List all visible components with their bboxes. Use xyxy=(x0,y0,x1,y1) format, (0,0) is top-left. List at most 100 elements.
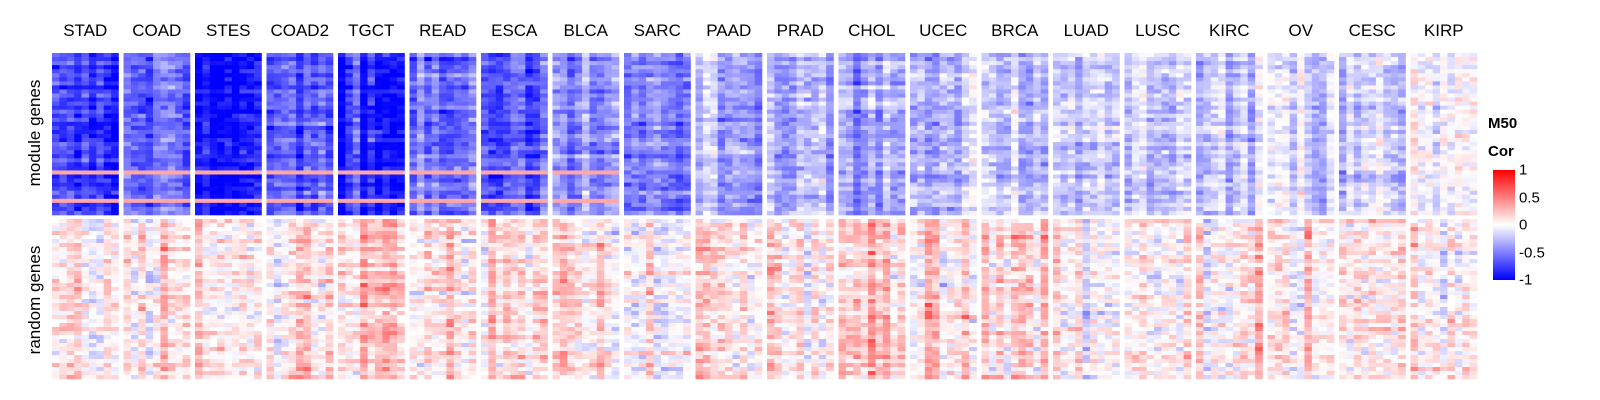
heatmap-cell xyxy=(266,247,275,252)
heatmap-cell xyxy=(111,125,119,131)
heatmap-cell xyxy=(488,263,497,268)
heatmap-cell xyxy=(153,367,161,372)
heatmap-cell xyxy=(532,303,541,308)
heatmap-cell xyxy=(360,109,368,115)
heatmap-cell xyxy=(254,178,262,183)
heatmap-cell xyxy=(303,263,312,268)
heatmap-cell xyxy=(281,303,289,308)
heatmap-cell xyxy=(510,291,519,296)
heatmap-cell xyxy=(503,81,511,86)
heatmap-cell xyxy=(325,73,334,78)
heatmap-cell xyxy=(510,283,519,288)
heatmap-cell xyxy=(175,315,183,320)
heatmap-cell xyxy=(431,89,440,94)
heatmap-cell xyxy=(424,105,432,110)
heatmap-cell xyxy=(175,339,183,344)
heatmap-cell xyxy=(138,283,146,288)
heatmap-cell xyxy=(360,351,368,356)
heatmap-cell xyxy=(103,198,112,204)
heatmap-cell xyxy=(495,178,504,183)
heatmap-cell xyxy=(281,243,289,248)
heatmap-cell xyxy=(175,101,183,106)
heatmap-cell xyxy=(153,291,161,296)
heatmap-cell xyxy=(111,154,119,159)
heatmap-cell xyxy=(510,271,519,276)
heatmap-cell xyxy=(360,154,368,159)
heatmap-cell xyxy=(409,283,418,288)
heatmap-cell xyxy=(182,355,191,360)
heatmap-cell xyxy=(209,93,218,98)
heatmap-cell xyxy=(446,275,455,280)
heatmap-cell xyxy=(461,355,469,360)
heatmap-cell xyxy=(352,89,361,94)
heatmap-cell xyxy=(288,331,297,336)
heatmap-cell xyxy=(202,263,211,268)
heatmap-cell xyxy=(288,243,297,248)
heatmap-cell xyxy=(52,121,60,127)
heatmap-cell xyxy=(246,81,255,86)
heatmap-cell xyxy=(532,158,541,163)
heatmap-cell xyxy=(503,255,511,260)
heatmap-cell xyxy=(254,85,262,90)
heatmap-cell xyxy=(111,174,119,179)
heatmap-cell xyxy=(74,138,82,143)
heatmap-cell xyxy=(145,166,154,171)
heatmap-cell xyxy=(52,371,60,376)
heatmap-cell xyxy=(374,198,383,204)
heatmap-cell xyxy=(231,219,240,224)
heatmap-cell xyxy=(81,303,90,308)
heatmap-cell xyxy=(202,219,211,224)
heatmap-cell xyxy=(310,327,319,332)
heatmap-cell xyxy=(374,138,383,143)
heatmap-cell xyxy=(138,206,146,212)
heatmap-cell xyxy=(468,93,477,98)
heatmap-cell xyxy=(103,299,112,304)
heatmap-cell xyxy=(540,97,548,102)
heatmap-cell xyxy=(389,73,398,78)
heatmap-cell xyxy=(246,355,255,360)
heatmap-cell xyxy=(209,125,218,131)
heatmap-cell xyxy=(303,186,312,191)
heatmap-cell xyxy=(360,271,368,276)
heatmap-cell xyxy=(525,138,534,143)
heatmap-cell xyxy=(453,142,462,147)
heatmap-cell xyxy=(281,170,289,175)
heatmap-cell xyxy=(288,323,297,328)
heatmap-cell xyxy=(273,339,282,344)
heatmap-cell xyxy=(224,198,233,204)
heatmap-cell xyxy=(209,150,218,155)
heatmap-cell xyxy=(66,109,75,115)
heatmap-cell xyxy=(397,142,405,147)
heatmap-cell xyxy=(281,355,289,360)
heatmap-cell xyxy=(360,319,368,324)
heatmap-cell xyxy=(303,327,312,332)
heatmap-cell xyxy=(352,178,361,183)
heatmap-cell xyxy=(130,146,139,151)
heatmap-cell xyxy=(209,327,218,332)
heatmap-cell xyxy=(510,138,519,143)
heatmap-cell xyxy=(367,170,376,175)
heatmap-cell xyxy=(495,287,504,292)
heatmap-cell xyxy=(145,247,154,252)
heatmap-cell xyxy=(382,202,391,208)
heatmap-cell xyxy=(367,231,376,236)
heatmap-cell xyxy=(273,125,282,131)
heatmap-cell xyxy=(138,93,146,98)
heatmap-cell xyxy=(303,158,312,163)
heatmap-cell xyxy=(439,117,447,123)
heatmap-cell xyxy=(389,283,398,288)
heatmap-cell xyxy=(81,101,90,106)
heatmap-cell xyxy=(382,198,391,204)
heatmap-cell xyxy=(382,53,391,58)
heatmap-cell xyxy=(338,355,346,360)
heatmap-cell xyxy=(88,335,97,340)
heatmap-cell xyxy=(246,121,255,127)
heatmap-cell xyxy=(88,243,97,248)
heatmap-cell xyxy=(103,206,112,212)
heatmap-cell xyxy=(318,355,326,360)
heatmap-cell xyxy=(461,283,469,288)
heatmap-cell xyxy=(345,77,354,82)
heatmap-cell xyxy=(303,347,312,352)
heatmap-cell xyxy=(431,299,440,304)
heatmap-cell xyxy=(338,150,346,155)
